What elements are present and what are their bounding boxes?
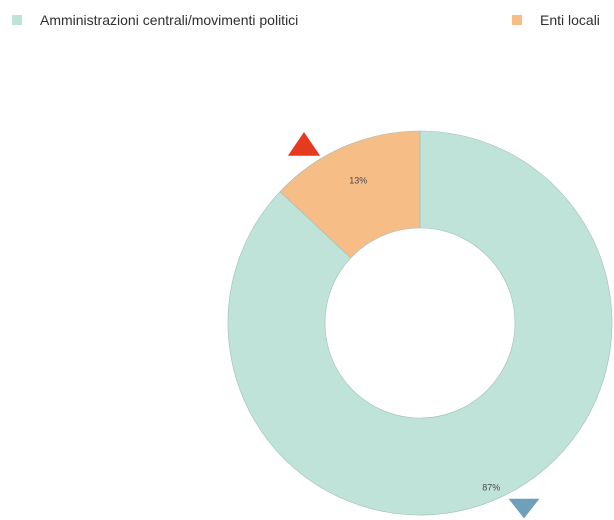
legend-item-enti-locali: Enti locali bbox=[512, 12, 600, 28]
legend-swatch-enti-locali bbox=[512, 15, 522, 25]
donut-slices bbox=[227, 130, 613, 516]
legend-label-amministrazioni-centrali: Amministrazioni centrali/movimenti polit… bbox=[40, 12, 299, 28]
trend-up-icon bbox=[287, 132, 321, 156]
donut-slice-labels: 87% 13% bbox=[349, 175, 500, 492]
chart-legend: Amministrazioni centrali/movimenti polit… bbox=[0, 12, 614, 36]
trend-markers bbox=[287, 132, 540, 519]
slice-label-enti-locali: 13% bbox=[349, 175, 367, 185]
legend-swatch-amministrazioni-centrali bbox=[12, 15, 22, 25]
legend-item-amministrazioni-centrali: Amministrazioni centrali/movimenti polit… bbox=[12, 12, 298, 28]
slice-label-amministrazioni-centrali-movimenti-politici: 87% bbox=[482, 483, 500, 493]
legend-label-enti-locali: Enti locali bbox=[540, 12, 600, 28]
donut-slice-enti-locali bbox=[279, 130, 421, 259]
trend-down-icon bbox=[508, 498, 540, 519]
donut-slice-amministrazioni-centrali-movimenti-politici bbox=[227, 130, 613, 516]
